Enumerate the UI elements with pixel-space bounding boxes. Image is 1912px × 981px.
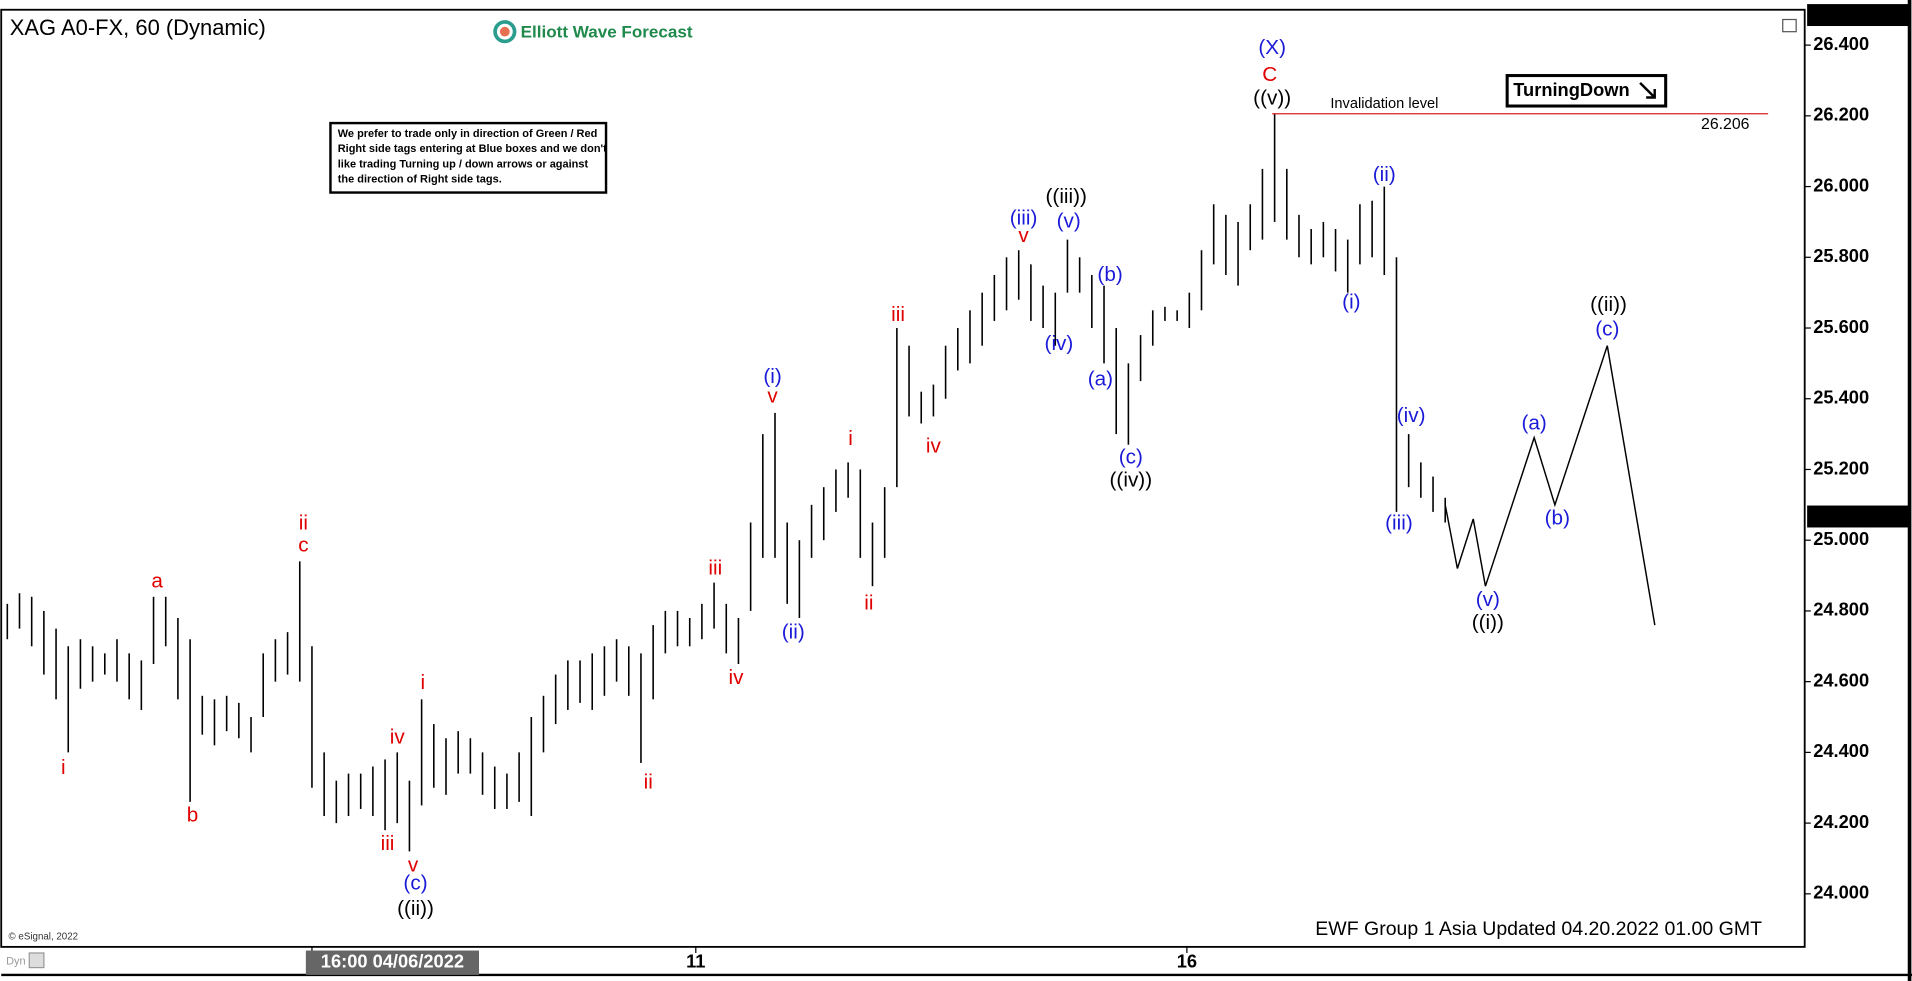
price-tag-label: 25.067 <box>1814 506 1870 527</box>
wave-label: (c) <box>1119 446 1143 469</box>
wave-label: (c) <box>403 872 427 895</box>
wave-label: iii <box>891 303 905 326</box>
wave-label: v <box>408 853 419 876</box>
wave-label: (i) <box>763 365 781 388</box>
price-tag-label: 26.485 <box>1814 4 1870 25</box>
wave-label: ii <box>299 511 308 534</box>
window-icon <box>1782 18 1797 33</box>
logo-text: Elliott Wave Forecast <box>521 22 693 41</box>
wave-label: ((ii)) <box>397 897 434 920</box>
wave-label: iii <box>381 832 395 855</box>
y-tick-label: 25.800 <box>1813 245 1869 266</box>
wave-label: (c) <box>1595 318 1619 341</box>
y-tick-label: 26.400 <box>1813 33 1869 54</box>
wave-label: iv <box>729 666 745 689</box>
x-tick-box <box>305 950 480 975</box>
price-tag <box>1807 4 1910 27</box>
plot-frame <box>0 8 1806 948</box>
y-tick-label: 26.200 <box>1813 104 1869 125</box>
y-tick-label: 25.200 <box>1813 457 1869 478</box>
logo: Elliott Wave Forecast <box>493 20 693 44</box>
chart-title: XAG A0-FX, 60 (Dynamic) <box>10 15 266 40</box>
wave-label: C <box>1262 63 1277 86</box>
footer: EWF Group 1 Asia Updated 04.20.2022 01.0… <box>1315 918 1762 940</box>
wave-label: iv <box>926 435 942 458</box>
note-line: the direction of Right side tags. <box>338 174 502 186</box>
wave-label: (b) <box>1097 263 1122 286</box>
wave-label: v <box>767 384 778 407</box>
note-box <box>329 121 608 194</box>
wave-label: iii <box>708 556 722 579</box>
y-tick-label: 25.400 <box>1813 387 1869 408</box>
copyright: © eSignal, 2022 <box>9 932 79 943</box>
wave-label: a <box>151 570 163 593</box>
wave-label: i <box>61 756 66 779</box>
note-line: We prefer to trade only in direction of … <box>338 128 598 140</box>
wave-label: (v) <box>1476 588 1500 611</box>
wave-label: ii <box>644 771 653 794</box>
wave-label: i <box>848 427 853 450</box>
note-line: Right side tags entering at Blue boxes a… <box>338 143 607 155</box>
wave-label: (v) <box>1057 209 1081 232</box>
tag-arrow <box>1639 82 1656 99</box>
wave-label: i <box>421 671 426 694</box>
wave-label: (a) <box>1522 411 1547 434</box>
wave-label: (i) <box>1342 291 1360 314</box>
wave-label: ((iii)) <box>1046 185 1087 208</box>
y-tick-label: 24.800 <box>1813 599 1869 620</box>
invalidation-label: Invalidation level <box>1330 96 1438 112</box>
y-tick-label: 24.600 <box>1813 669 1869 690</box>
wave-label: (iii) <box>1010 207 1038 230</box>
y-tick-label: 24.400 <box>1813 740 1869 761</box>
projection-path <box>1444 345 1656 626</box>
wave-label: (iv) <box>1045 332 1074 355</box>
logo-icon-dot <box>499 26 510 37</box>
corner-icon <box>28 952 45 969</box>
wave-label: iv <box>390 726 406 749</box>
y-tick-label: 25.600 <box>1813 316 1869 337</box>
invalidation-value: 26.206 <box>1701 116 1750 133</box>
price-tag <box>1807 505 1910 528</box>
wave-label: (iv) <box>1397 404 1426 427</box>
x-tick-label: 16:00 04/06/2022 <box>321 951 464 972</box>
y-tick-label: 25.000 <box>1813 528 1869 549</box>
note-line: like trading Turning up / down arrows or… <box>338 158 589 170</box>
wave-label: b <box>187 804 199 827</box>
wave-label: ((ii)) <box>1590 293 1627 316</box>
wave-label: ((iv)) <box>1110 469 1153 492</box>
wave-label: (a) <box>1088 367 1113 390</box>
wave-label: (ii) <box>1373 163 1396 186</box>
y-tick-label: 26.000 <box>1813 174 1869 195</box>
wave-label: c <box>298 533 308 556</box>
note: We prefer to trade only in direction of … <box>338 128 607 186</box>
wave-label: ((v)) <box>1253 86 1291 109</box>
wave-label: (ii) <box>782 621 805 644</box>
wave-label: (X) <box>1258 36 1286 59</box>
wave-label: v <box>1018 224 1029 247</box>
wave-label: (iii) <box>1385 511 1413 534</box>
corner-label: Dyn <box>6 955 26 967</box>
wave-label: ii <box>864 592 873 615</box>
y-tick-label: 24.200 <box>1813 811 1869 832</box>
wave-label: (b) <box>1545 506 1570 529</box>
y-tick-label: 24.000 <box>1813 882 1869 903</box>
logo-icon <box>493 20 517 44</box>
x-tick-label: 16 <box>1177 951 1197 972</box>
tag-box <box>1505 74 1668 108</box>
tag-text: TurningDown <box>1513 79 1629 100</box>
wave-label: ((i)) <box>1472 611 1504 634</box>
x-tick-label: 11 <box>686 951 705 972</box>
